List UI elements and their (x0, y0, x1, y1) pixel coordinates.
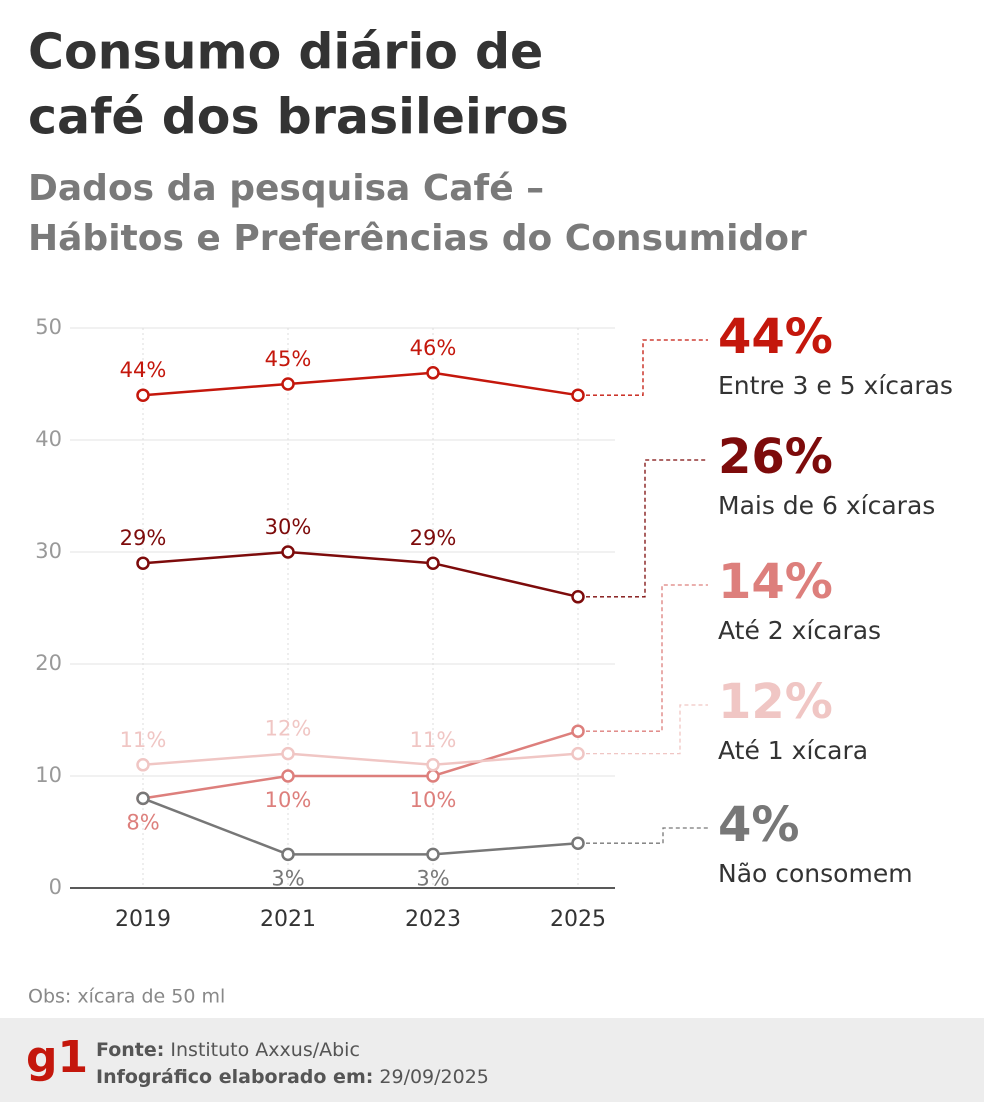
point (281, 769, 295, 783)
legend-label: Mais de 6 xícaras (718, 491, 935, 520)
data-label: 10% (410, 788, 457, 812)
data-label: 12% (265, 717, 312, 741)
footer-band (0, 1018, 984, 1102)
point (136, 758, 150, 772)
x-tick-label: 2019 (115, 907, 171, 932)
connector (586, 339, 708, 396)
y-tick-label: 30 (35, 539, 62, 563)
point (426, 366, 440, 380)
data-label: 11% (120, 728, 167, 752)
point (571, 746, 585, 761)
source-label: Fonte: (96, 1039, 164, 1061)
data-label: 45% (265, 347, 312, 371)
date: Infográfico elaborado em: 29/09/2025 (96, 1066, 489, 1088)
x-tick-label: 2023 (405, 907, 461, 932)
subtitle-line: Dados da pesquisa Café – (28, 168, 544, 209)
point (281, 377, 295, 391)
point (426, 769, 440, 783)
series-line (142, 730, 579, 800)
point (426, 847, 440, 862)
point (136, 791, 150, 806)
title-line: Consumo diário de (28, 24, 543, 81)
data-label: 11% (410, 728, 457, 752)
connector (586, 704, 708, 755)
connector (586, 459, 708, 598)
point (136, 556, 150, 570)
series-line (142, 752, 579, 767)
connector (586, 584, 708, 732)
data-label: 3% (271, 866, 304, 890)
point (426, 758, 440, 772)
end-value-label: 14% (718, 554, 833, 610)
data-label: 8% (126, 810, 159, 834)
point (281, 847, 295, 862)
point (571, 836, 585, 850)
title-line: café dos brasileiros (28, 89, 569, 146)
date-label: Infográfico elaborado em: (96, 1066, 373, 1088)
note: Obs: xícara de 50 ml (28, 986, 225, 1008)
end-value-label: 44% (718, 309, 833, 365)
y-tick-label: 0 (49, 875, 62, 899)
legend-label: Não consomem (718, 859, 913, 888)
data-label: 46% (410, 336, 457, 360)
data-label: 29% (120, 526, 167, 550)
point (571, 388, 585, 402)
source-text: Instituto Axxus/Abic (170, 1039, 360, 1061)
end-value-label: 26% (718, 429, 833, 485)
legend-label: Até 2 xícaras (718, 616, 881, 645)
point (571, 590, 585, 604)
legend-label: Até 1 xícara (718, 736, 868, 765)
point (426, 556, 440, 570)
point (281, 746, 295, 761)
point (136, 388, 150, 402)
source: Fonte: Instituto Axxus/Abic (96, 1039, 360, 1061)
end-value-label: 12% (718, 674, 833, 730)
series-line (142, 371, 579, 397)
x-tick-label: 2021 (260, 907, 316, 932)
data-label: 10% (265, 788, 312, 812)
y-tick-label: 40 (35, 427, 62, 451)
date-text: 29/09/2025 (379, 1066, 489, 1088)
data-label: 30% (265, 515, 312, 539)
end-value-label: 4% (718, 797, 800, 853)
y-tick-label: 10 (35, 763, 62, 787)
legend-label: Entre 3 e 5 xícaras (718, 371, 953, 400)
connector (586, 827, 708, 844)
series-line (142, 550, 579, 599)
y-tick-label: 20 (35, 651, 62, 675)
x-tick-label: 2025 (550, 907, 606, 932)
data-label: 29% (410, 526, 457, 550)
point (281, 545, 295, 559)
y-tick-label: 50 (35, 315, 62, 339)
logo: g1 (26, 1032, 88, 1083)
data-label: 44% (120, 358, 167, 382)
subtitle-line: Hábitos e Preferências do Consumidor (28, 218, 807, 259)
point (571, 724, 585, 738)
series-line (142, 797, 579, 856)
data-label: 3% (416, 866, 449, 890)
